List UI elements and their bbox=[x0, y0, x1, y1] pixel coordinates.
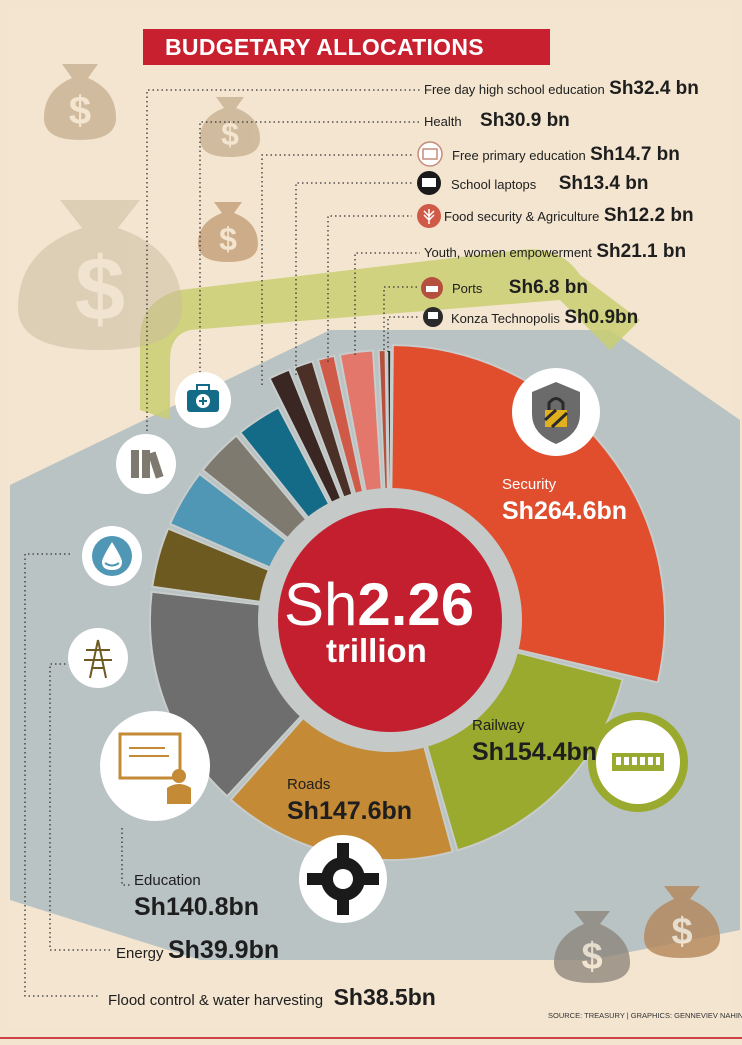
label-youth-value: Sh21.1 bn bbox=[596, 241, 687, 262]
water-drop-icon bbox=[82, 526, 142, 586]
label-food-value: Sh12.2 bn bbox=[603, 205, 694, 226]
label-energy-value: Sh39.9bn bbox=[167, 936, 280, 964]
title-banner: BUDGETARY ALLOCATIONS bbox=[143, 29, 550, 65]
label-laptops-value: Sh13.4 bn bbox=[558, 173, 649, 194]
label-laptops-name: School laptops bbox=[451, 177, 537, 192]
svg-text:$: $ bbox=[75, 240, 125, 340]
label-railway-name: Railway bbox=[472, 717, 525, 734]
label-primary: Free primary education Sh14.7 bn bbox=[452, 144, 680, 166]
label-roads-value: Sh147.6bn bbox=[287, 797, 413, 825]
books-icon bbox=[116, 434, 176, 494]
label-highschool: Free day high school education Sh32.4 bn bbox=[424, 78, 699, 100]
label-education-value: Sh140.8bn bbox=[134, 893, 260, 921]
label-roads: Roads Sh147.6bn bbox=[287, 776, 412, 826]
label-ports: Ports Sh6.8 bn bbox=[452, 277, 588, 299]
source-credit: SOURCE: TREASURY | GRAPHICS: GENNEVIEV N… bbox=[548, 1011, 742, 1020]
label-laptops: School laptops Sh13.4 bn bbox=[451, 173, 648, 195]
label-energy: Energy Sh39.9bn bbox=[116, 936, 279, 965]
total-value: 2.26 bbox=[357, 571, 475, 638]
ship-icon bbox=[421, 277, 443, 299]
svg-text:$: $ bbox=[69, 89, 91, 133]
label-health: Health Sh30.9 bn bbox=[424, 110, 570, 132]
label-flood-name: Flood control & water harvesting bbox=[108, 992, 324, 1009]
money-bag-icon: $ bbox=[44, 64, 116, 140]
total-currency: Sh bbox=[284, 571, 358, 638]
label-health-name: Health bbox=[424, 114, 462, 129]
label-ports-value: Sh6.8 bn bbox=[508, 277, 588, 298]
total-amount: Sh2.26 bbox=[284, 573, 474, 637]
label-energy-name: Energy bbox=[116, 945, 164, 962]
label-flood: Flood control & water harvesting Sh38.5b… bbox=[108, 984, 436, 1011]
label-food-name: Food security & Agriculture bbox=[444, 209, 600, 224]
label-youth: Youth, women empowerment Sh21.1 bn bbox=[424, 241, 686, 263]
label-railway: Railway Sh154.4bn bbox=[472, 717, 597, 767]
label-konza-name: Konza Technopolis bbox=[451, 311, 560, 326]
svg-text:$: $ bbox=[671, 911, 692, 953]
svg-text:$: $ bbox=[219, 221, 237, 257]
label-konza: Konza Technopolis Sh0.9bn bbox=[451, 307, 638, 329]
medical-kit-icon bbox=[175, 372, 231, 428]
money-bag-icons: $ $ $ $ $ $ bbox=[18, 64, 720, 983]
svg-text:$: $ bbox=[581, 936, 602, 978]
power-pylon-icon bbox=[68, 628, 128, 688]
icon-discs bbox=[68, 141, 688, 923]
label-security: Security Sh264.6bn bbox=[502, 476, 627, 526]
computer-icon bbox=[423, 307, 443, 327]
railway-icon bbox=[588, 712, 688, 812]
money-bag-icon: $ bbox=[18, 200, 182, 350]
label-health-value: Sh30.9 bn bbox=[480, 110, 570, 131]
shield-lock-icon bbox=[512, 368, 600, 456]
label-security-value: Sh264.6bn bbox=[502, 497, 628, 525]
teacher-board-icon bbox=[100, 711, 210, 821]
label-youth-name: Youth, women empowerment bbox=[424, 245, 592, 260]
label-highschool-value: Sh32.4 bn bbox=[609, 78, 699, 99]
label-education-name: Education bbox=[134, 872, 201, 889]
book-small-icon bbox=[417, 141, 443, 167]
label-food: Food security & Agriculture Sh12.2 bn bbox=[444, 205, 694, 227]
label-highschool-name: Free day high school education bbox=[424, 82, 605, 97]
label-flood-value: Sh38.5bn bbox=[333, 984, 436, 1010]
roundabout-icon bbox=[299, 835, 387, 923]
label-roads-name: Roads bbox=[287, 776, 331, 793]
svg-text:$: $ bbox=[221, 116, 239, 152]
leader-lines bbox=[24, 89, 420, 997]
label-security-name: Security bbox=[502, 476, 557, 493]
money-bag-icon: $ bbox=[198, 202, 258, 262]
laptop-icon bbox=[417, 171, 441, 195]
label-education: Education Sh140.8bn bbox=[134, 872, 259, 922]
wheat-icon bbox=[417, 204, 441, 228]
money-bag-icon: $ bbox=[644, 886, 720, 958]
label-ports-name: Ports bbox=[452, 281, 483, 296]
money-bag-icon: $ bbox=[200, 97, 260, 157]
label-railway-value: Sh154.4bn bbox=[472, 738, 598, 766]
money-bag-icon: $ bbox=[554, 911, 630, 983]
total-unit: trillion bbox=[326, 632, 427, 669]
label-primary-name: Free primary education bbox=[452, 148, 586, 163]
center-disc bbox=[278, 508, 502, 732]
chart-title: BUDGETARY ALLOCATIONS bbox=[165, 34, 484, 60]
label-primary-value: Sh14.7 bn bbox=[590, 144, 680, 165]
pie-slice-konza-technopolis bbox=[386, 348, 393, 494]
label-konza-value: Sh0.9bn bbox=[564, 307, 639, 328]
bottom-rule bbox=[0, 1037, 742, 1039]
